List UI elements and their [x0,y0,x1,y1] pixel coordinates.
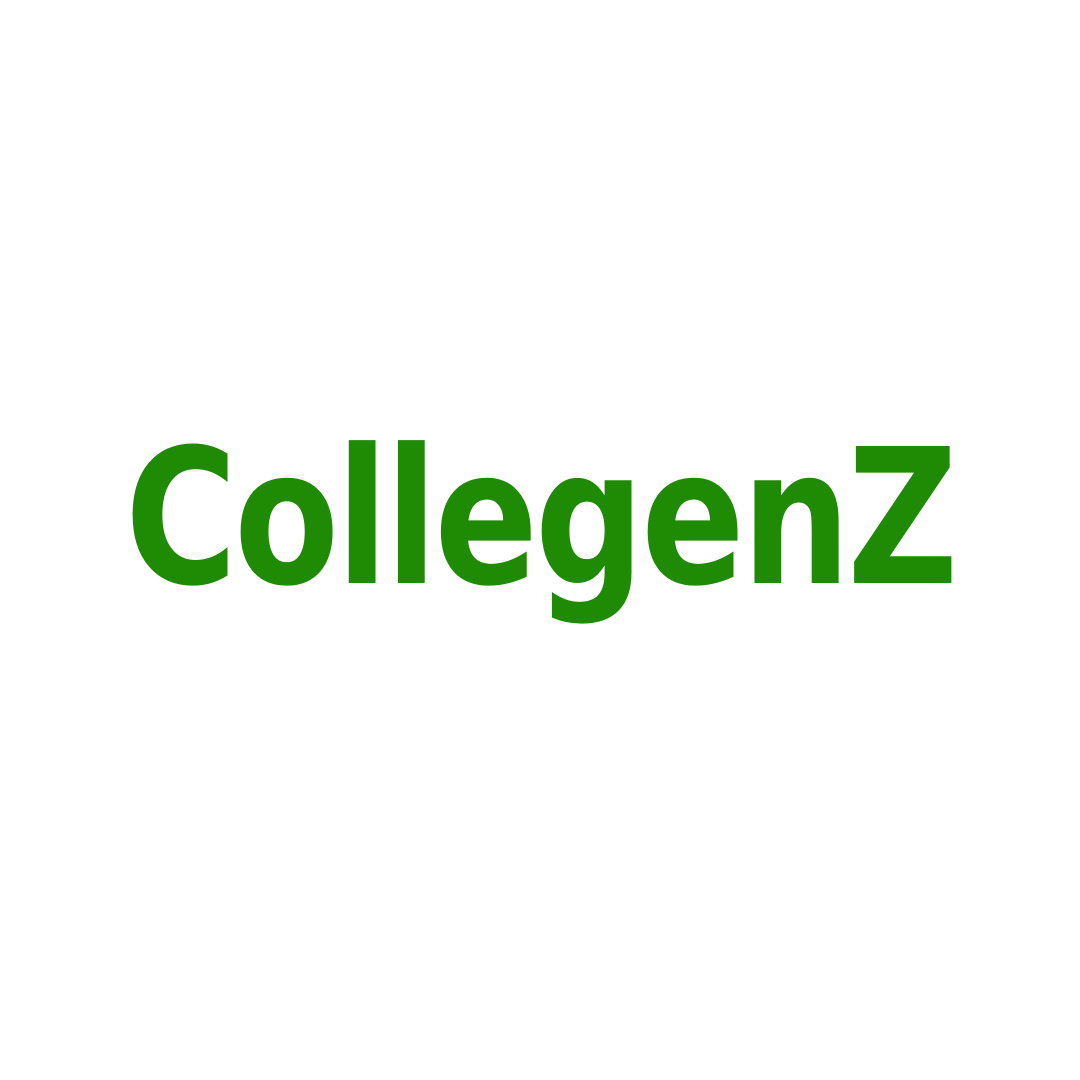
logo-wordmark: CollegenZ [125,409,955,628]
